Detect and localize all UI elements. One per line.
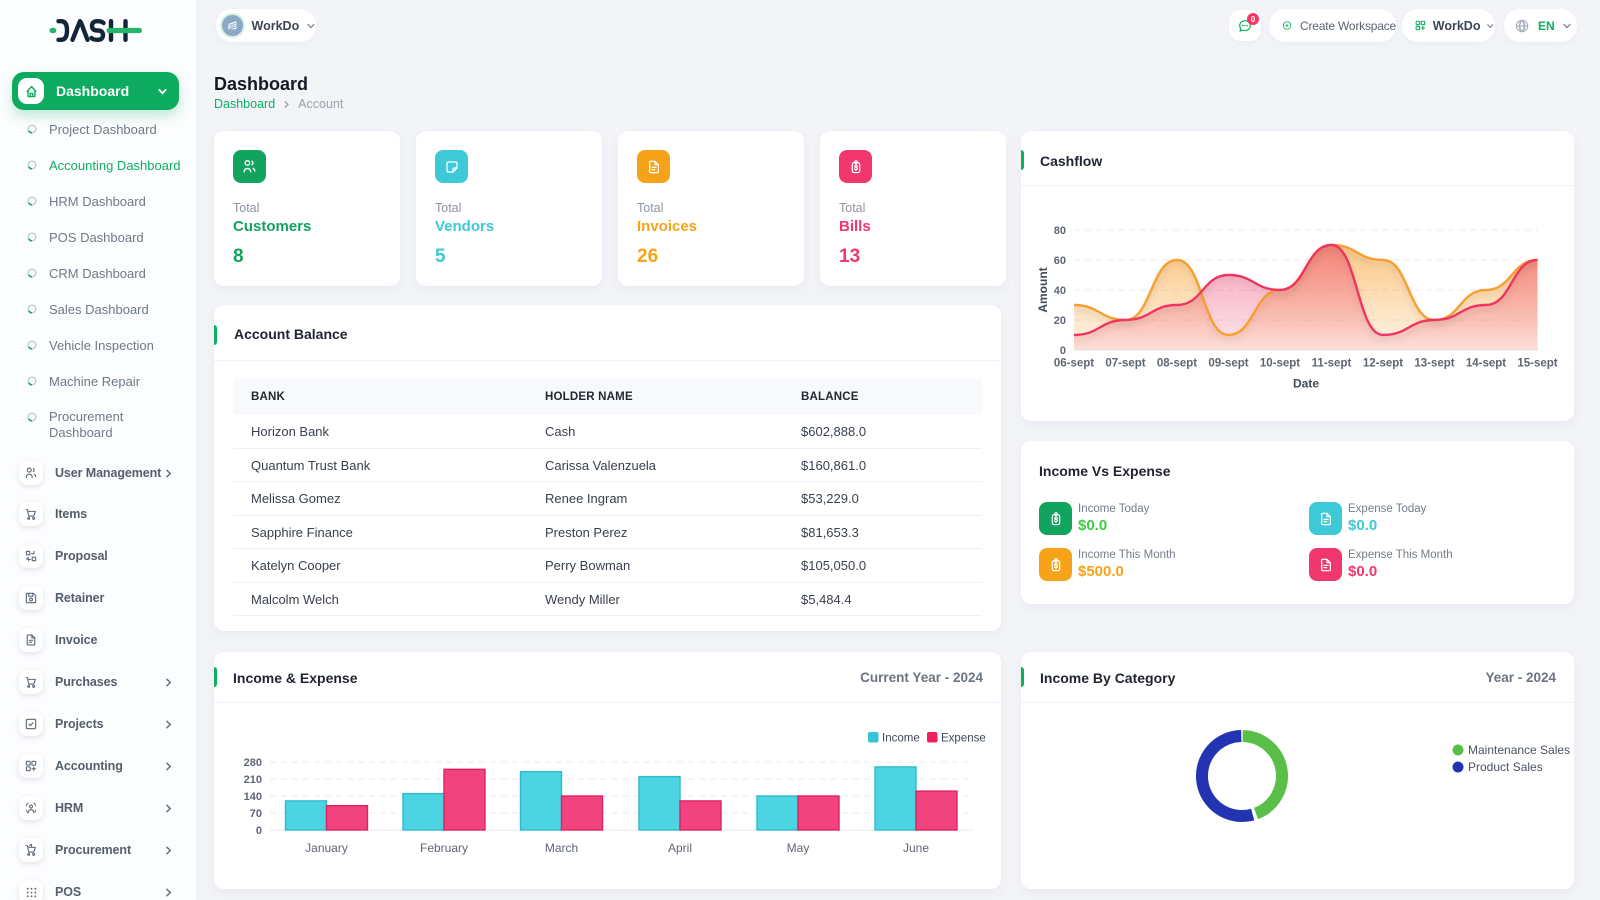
svg-text:Maintenance Sales: Maintenance Sales [1468, 743, 1570, 757]
svg-text:13-sept: 13-sept [1414, 358, 1454, 370]
svg-text:12-sept: 12-sept [1363, 358, 1403, 370]
svg-text:March: March [545, 841, 578, 855]
svg-text:07-sept: 07-sept [1105, 358, 1145, 370]
svg-text:70: 70 [250, 808, 262, 820]
svg-text:210: 210 [244, 774, 262, 786]
svg-text:11-sept: 11-sept [1312, 358, 1352, 370]
svg-text:Expense: Expense [941, 733, 986, 745]
svg-text:140: 140 [244, 791, 262, 803]
svg-text:0: 0 [256, 825, 262, 837]
svg-text:Amount: Amount [1036, 267, 1050, 312]
svg-text:February: February [420, 841, 468, 855]
svg-text:May: May [787, 841, 810, 855]
svg-text:January: January [305, 841, 348, 855]
svg-text:20: 20 [1054, 315, 1066, 327]
svg-text:Date: Date [1293, 377, 1319, 391]
svg-text:06-sept: 06-sept [1054, 358, 1094, 370]
svg-text:Product Sales: Product Sales [1468, 760, 1543, 774]
svg-text:280: 280 [244, 757, 262, 769]
svg-text:15-sept: 15-sept [1517, 358, 1557, 370]
svg-text:80: 80 [1054, 225, 1066, 237]
svg-text:60: 60 [1054, 255, 1066, 267]
svg-text:14-sept: 14-sept [1466, 358, 1506, 370]
svg-text:40: 40 [1054, 285, 1066, 297]
svg-text:June: June [903, 841, 929, 855]
svg-text:09-sept: 09-sept [1208, 358, 1248, 370]
svg-text:Income: Income [882, 733, 920, 745]
svg-text:April: April [668, 841, 692, 855]
svg-text:08-sept: 08-sept [1157, 358, 1197, 370]
svg-text:0: 0 [1060, 345, 1066, 357]
svg-text:10-sept: 10-sept [1260, 358, 1300, 370]
